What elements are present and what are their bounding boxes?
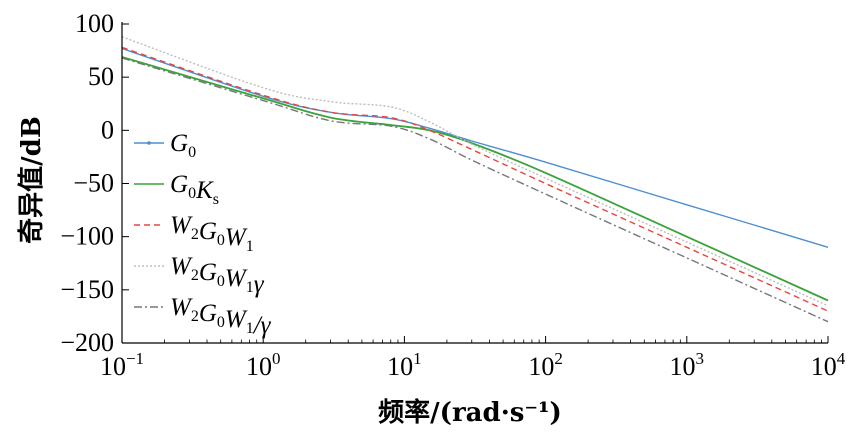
- x-axis-label: 频率/(rad·s⁻¹): [378, 397, 562, 428]
- x-tick-label: 100: [246, 349, 281, 381]
- x-tick-label: 10−1: [100, 349, 144, 381]
- legend-label-1: G0: [170, 130, 196, 161]
- legend-label-2: G0Ks: [170, 171, 219, 208]
- legend-label-4: W2G0W1γ: [170, 253, 265, 298]
- legend-marker: [147, 141, 151, 145]
- y-tick-label: −50: [73, 169, 114, 198]
- x-tick-label: 101: [387, 349, 422, 381]
- series-line-3: [121, 46, 829, 312]
- y-tick-label: 50: [88, 62, 114, 91]
- curves-layer: [121, 36, 829, 323]
- series-line-2: [121, 56, 829, 302]
- x-tick-label: 104: [811, 349, 846, 381]
- series-line-4: [121, 36, 829, 307]
- y-tick-label: 0: [101, 115, 114, 144]
- x-tick-label: 102: [528, 349, 563, 381]
- y-tick-label: −150: [60, 275, 114, 304]
- y-tick-label: 100: [75, 9, 114, 38]
- y-tick-label: −100: [60, 222, 114, 251]
- series-line-5: [121, 57, 829, 323]
- legend-label-3: W2G0W1: [170, 212, 254, 255]
- y-axis-label: 奇异值/dB: [17, 116, 47, 244]
- y-tick-label: −200: [60, 328, 114, 357]
- legend-label-5: W2G0W1/γ: [170, 294, 272, 339]
- x-tick-label: 103: [670, 349, 705, 381]
- series-line-1: [121, 47, 829, 248]
